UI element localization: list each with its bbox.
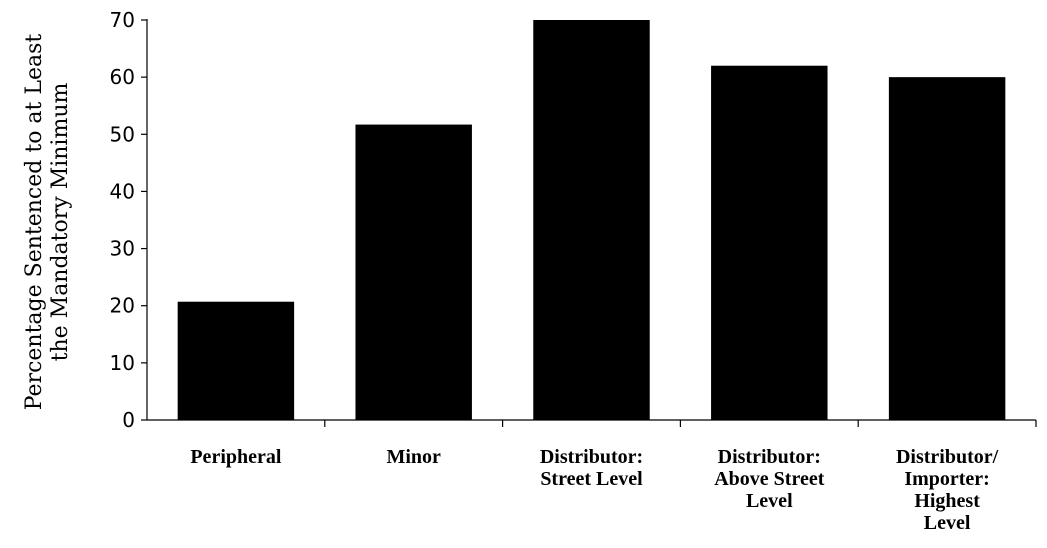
x-tick-label: Distributor/Importer: Highest Level — [896, 446, 999, 534]
y-axis-label: Percentage Sentenced to at Least the Man… — [22, 34, 73, 411]
y-tick-label: 10 — [110, 351, 135, 375]
x-tick-label: Distributor: Above Street Level — [714, 446, 824, 512]
y-tick-label: 20 — [110, 294, 135, 318]
x-tick-label: Minor — [386, 446, 441, 468]
y-tick-label: 50 — [110, 122, 135, 146]
x-tick-label: Peripheral — [190, 446, 282, 468]
y-tick-label: 40 — [110, 179, 135, 203]
bar — [177, 301, 295, 420]
y-axis-label-line-1: Percentage Sentenced to at Least — [22, 34, 47, 411]
y-axis-label-line-2: the Mandatory Minimum — [48, 83, 73, 362]
y-tick-label: 30 — [110, 237, 135, 261]
x-tick-label: Distributor: Street Level — [540, 446, 643, 490]
x-tick-labels: Peripheral Minor Distributor: Street Level D… — [190, 446, 998, 534]
y-tick-label: 70 — [110, 8, 135, 32]
bar — [888, 77, 1006, 421]
y-tick-label: 0 — [122, 408, 135, 432]
y-axis: 0 10 20 30 40 50 60 70 — [110, 8, 148, 432]
bar — [533, 20, 650, 420]
x-axis — [147, 419, 1037, 427]
y-tick-label: 60 — [110, 65, 135, 89]
bar — [711, 65, 828, 420]
bars — [177, 20, 1006, 421]
bar — [355, 124, 472, 421]
